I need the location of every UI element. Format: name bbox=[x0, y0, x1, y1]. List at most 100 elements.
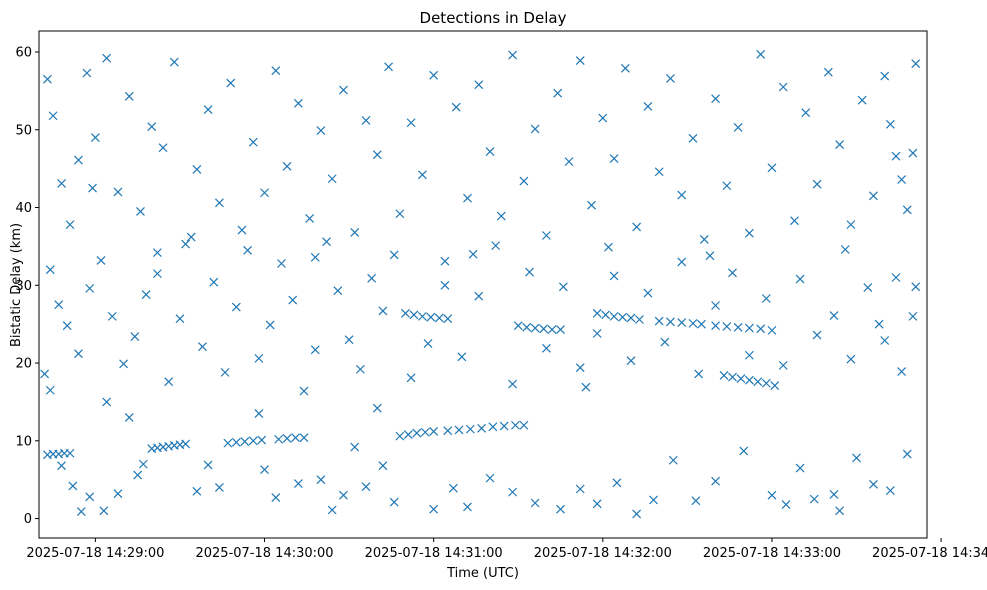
data-point-x-marker bbox=[632, 509, 642, 519]
data-point-x-marker bbox=[102, 397, 112, 407]
data-point-x-marker bbox=[82, 68, 92, 78]
data-point-x-marker bbox=[147, 122, 157, 132]
data-point-x-marker bbox=[790, 216, 799, 226]
data-point-x-marker bbox=[265, 320, 275, 330]
data-point-x-marker bbox=[277, 259, 286, 268]
data-point-x-marker bbox=[401, 308, 410, 318]
data-point-x-marker bbox=[592, 329, 602, 338]
y-tick-label: 50 bbox=[15, 123, 32, 138]
data-point-x-marker bbox=[48, 111, 58, 121]
data-point-x-marker bbox=[434, 313, 444, 323]
data-point-x-marker bbox=[812, 179, 822, 189]
data-point-x-marker bbox=[897, 175, 907, 184]
y-axis-label: Bistatic Delay (km) bbox=[9, 223, 24, 347]
data-point-x-marker bbox=[558, 282, 568, 292]
data-point-x-marker bbox=[885, 119, 895, 129]
data-point-x-marker bbox=[778, 82, 788, 92]
data-point-x-marker bbox=[274, 434, 284, 444]
data-point-x-marker bbox=[417, 170, 427, 180]
data-point-x-marker bbox=[384, 62, 393, 72]
data-point-x-marker bbox=[271, 66, 281, 76]
data-point-x-marker bbox=[863, 283, 873, 293]
data-point-x-marker bbox=[339, 490, 348, 500]
data-point-x-marker bbox=[192, 164, 202, 174]
data-points bbox=[40, 49, 921, 519]
data-point-x-marker bbox=[564, 157, 574, 167]
data-point-x-marker bbox=[169, 57, 179, 67]
data-point-x-marker bbox=[491, 241, 501, 251]
data-point-x-marker bbox=[654, 167, 664, 177]
data-point-x-marker bbox=[812, 330, 822, 340]
data-point-x-marker bbox=[327, 505, 337, 515]
data-point-x-marker bbox=[488, 422, 498, 432]
data-point-x-marker bbox=[556, 325, 565, 335]
data-point-x-marker bbox=[152, 269, 162, 279]
data-point-x-marker bbox=[409, 310, 419, 320]
data-point-x-marker bbox=[744, 375, 754, 385]
data-point-x-marker bbox=[510, 420, 520, 430]
data-point-x-marker bbox=[316, 475, 326, 485]
data-point-x-marker bbox=[891, 151, 901, 161]
data-point-x-marker bbox=[649, 495, 658, 505]
x-tick-label: 2025-07-18 14:29:00 bbox=[26, 546, 164, 561]
data-point-x-marker bbox=[468, 249, 478, 259]
data-point-x-marker bbox=[626, 356, 636, 366]
data-point-x-marker bbox=[429, 70, 439, 80]
data-point-x-marker bbox=[310, 252, 320, 262]
data-point-x-marker bbox=[522, 322, 532, 332]
data-point-x-marker bbox=[136, 206, 145, 216]
data-point-x-marker bbox=[158, 143, 168, 153]
data-point-x-marker bbox=[214, 483, 224, 492]
data-point-x-marker bbox=[107, 311, 117, 321]
data-point-x-marker bbox=[412, 428, 422, 438]
data-point-x-marker bbox=[260, 465, 269, 474]
data-point-x-marker bbox=[496, 211, 506, 221]
data-point-x-marker bbox=[119, 359, 128, 369]
data-point-x-marker bbox=[902, 449, 912, 459]
data-point-x-marker bbox=[271, 493, 281, 502]
data-point-x-marker bbox=[40, 369, 50, 379]
data-point-x-marker bbox=[395, 431, 405, 441]
data-point-x-marker bbox=[809, 494, 819, 504]
data-point-x-marker bbox=[226, 78, 236, 88]
data-point-x-marker bbox=[65, 220, 75, 230]
x-tick-label: 2025-07-18 14:34:00 bbox=[872, 546, 987, 561]
data-point-x-marker bbox=[688, 318, 698, 328]
data-point-x-marker bbox=[448, 483, 458, 493]
data-point-x-marker bbox=[181, 439, 191, 449]
data-point-x-marker bbox=[733, 122, 743, 132]
data-point-x-marker bbox=[542, 343, 551, 353]
data-point-x-marker bbox=[282, 161, 292, 171]
y-tick-label: 0 bbox=[24, 512, 32, 527]
data-point-x-marker bbox=[372, 150, 382, 160]
data-point-x-marker bbox=[429, 427, 439, 436]
data-point-x-marker bbox=[124, 91, 134, 101]
data-point-x-marker bbox=[198, 342, 207, 352]
data-point-x-marker bbox=[443, 426, 453, 436]
data-point-x-marker bbox=[499, 421, 509, 431]
data-point-x-marker bbox=[609, 311, 619, 321]
data-point-x-marker bbox=[688, 133, 698, 143]
data-point-x-marker bbox=[575, 363, 585, 373]
data-point-x-marker bbox=[451, 102, 461, 112]
data-point-x-marker bbox=[96, 255, 106, 265]
data-point-x-marker bbox=[192, 486, 202, 496]
data-point-x-marker bbox=[240, 437, 250, 447]
x-tick-label: 2025-07-18 14:32:00 bbox=[534, 546, 672, 561]
data-point-x-marker bbox=[74, 155, 83, 165]
data-point-x-marker bbox=[795, 274, 805, 284]
data-point-x-marker bbox=[231, 437, 241, 447]
data-point-x-marker bbox=[609, 154, 619, 163]
data-point-x-marker bbox=[124, 413, 134, 422]
data-point-x-marker bbox=[846, 354, 856, 364]
y-axis-ticks: 0 10 20 30 40 50 60 bbox=[15, 45, 39, 527]
data-point-x-marker bbox=[88, 183, 97, 193]
data-point-x-marker bbox=[575, 56, 585, 65]
data-point-x-marker bbox=[587, 200, 596, 210]
data-point-x-marker bbox=[620, 63, 630, 73]
y-tick-label: 40 bbox=[15, 201, 32, 216]
data-point-x-marker bbox=[694, 369, 704, 379]
data-point-x-marker bbox=[133, 470, 143, 480]
data-point-x-marker bbox=[141, 290, 151, 300]
